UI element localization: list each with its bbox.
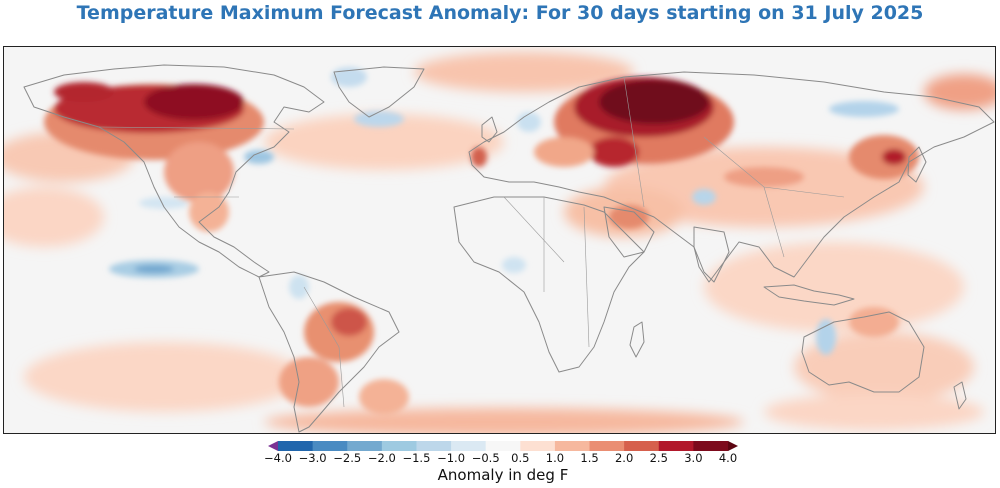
colorbar: −4.0 −3.0 −2.5 −2.0 −1.5 −1.0 −0.5 0.5 1.0 1.5 2.0…	[264, 440, 738, 488]
colorbar-swatch	[312, 441, 348, 451]
colorbar-tick-label: −2.5	[333, 451, 362, 465]
colorbar-swatch	[624, 441, 660, 451]
colorbar-swatch	[693, 441, 729, 451]
colorbar-swatch	[658, 441, 694, 451]
map-panel	[3, 46, 996, 434]
colorbar-tick-label: −1.5	[402, 451, 431, 465]
colorbar-tick-label: −3.0	[298, 451, 327, 465]
colorbar-tick-label: 1.5	[580, 451, 599, 465]
colorbar-under-arrow	[268, 441, 278, 451]
colorbar-swatch	[589, 441, 625, 451]
colorbar-bar	[268, 441, 738, 451]
anomaly-field-cool	[109, 67, 899, 355]
colorbar-over-arrow	[728, 441, 738, 451]
colorbar-tick-label: −2.0	[367, 451, 396, 465]
colorbar-tick-label: −4.0	[264, 451, 292, 465]
anomaly-map	[4, 52, 995, 433]
page-title: Temperature Maximum Forecast Anomaly: Fo…	[76, 2, 924, 24]
colorbar-label: Anomaly in deg F	[437, 466, 569, 484]
country-borders	[98, 76, 845, 408]
anomaly-field-warm	[44, 77, 919, 415]
colorbar-swatch	[416, 441, 452, 451]
colorbar-swatch	[347, 441, 383, 451]
coastlines	[23, 64, 995, 433]
colorbar-tick-label: 2.5	[649, 451, 668, 465]
colorbar-tick-label: 3.0	[684, 451, 703, 465]
colorbar-swatch	[451, 441, 487, 451]
colorbar-swatch	[485, 441, 521, 451]
colorbar-swatch	[554, 441, 591, 451]
colorbar-tick-label: −1.0	[437, 451, 466, 465]
colorbar-tick-label: 2.0	[614, 451, 634, 465]
colorbar-swatch	[520, 441, 556, 451]
colorbar-tick-label: −0.5	[471, 451, 500, 465]
colorbar-swatch	[381, 441, 417, 451]
colorbar-swatch	[278, 441, 314, 451]
colorbar-tick-label: 1.0	[545, 451, 565, 465]
colorbar-tick-label: 4.0	[718, 451, 738, 465]
colorbar-tick-label: 0.5	[511, 451, 530, 465]
